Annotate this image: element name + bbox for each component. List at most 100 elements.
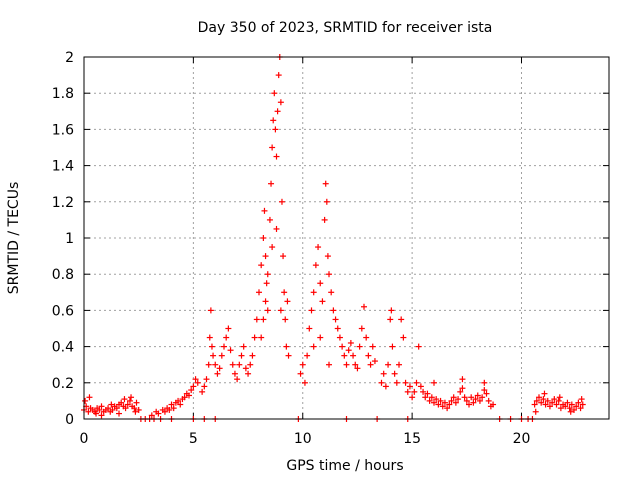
data-point bbox=[245, 370, 252, 377]
data-point bbox=[264, 307, 271, 314]
data-point bbox=[566, 405, 573, 412]
data-point bbox=[251, 334, 258, 341]
data-point bbox=[358, 325, 365, 332]
data-point bbox=[459, 376, 466, 383]
data-point bbox=[481, 387, 488, 394]
data-point bbox=[555, 397, 562, 404]
data-point bbox=[404, 388, 411, 395]
data-point bbox=[433, 396, 440, 403]
data-point bbox=[354, 365, 361, 372]
data-point bbox=[261, 207, 268, 214]
data-point bbox=[85, 408, 92, 415]
data-point bbox=[391, 370, 398, 377]
data-point bbox=[258, 262, 265, 269]
data-point bbox=[541, 390, 548, 397]
data-point bbox=[280, 253, 287, 260]
data-point bbox=[490, 401, 497, 408]
data-point bbox=[431, 399, 437, 406]
data-point bbox=[347, 339, 354, 346]
data-point bbox=[207, 307, 214, 314]
data-point bbox=[262, 253, 269, 260]
data-point bbox=[409, 394, 416, 401]
data-point bbox=[411, 388, 418, 395]
data-point bbox=[439, 403, 446, 410]
data-point bbox=[415, 343, 422, 350]
data-point bbox=[98, 412, 105, 419]
data-point bbox=[263, 280, 270, 287]
data-point bbox=[396, 361, 402, 368]
data-point bbox=[109, 406, 116, 413]
data-point bbox=[564, 399, 571, 406]
data-point bbox=[299, 361, 306, 368]
data-point bbox=[562, 403, 569, 410]
data-point bbox=[463, 397, 470, 404]
data-point bbox=[256, 289, 262, 296]
data-point bbox=[113, 405, 120, 412]
data-point bbox=[579, 401, 586, 408]
data-point bbox=[461, 394, 468, 401]
data-point bbox=[190, 383, 197, 390]
data-point bbox=[116, 410, 122, 417]
data-point bbox=[365, 352, 372, 359]
data-point bbox=[457, 388, 464, 395]
y-tick-label: 0.4 bbox=[52, 340, 74, 356]
data-points bbox=[81, 54, 586, 422]
data-point bbox=[264, 271, 271, 278]
data-point bbox=[322, 180, 329, 187]
data-point bbox=[546, 403, 553, 410]
data-point bbox=[481, 379, 488, 386]
data-point bbox=[277, 307, 284, 314]
data-point bbox=[297, 370, 304, 377]
data-point bbox=[450, 394, 457, 401]
data-point bbox=[238, 352, 245, 359]
data-point bbox=[269, 144, 276, 151]
data-point bbox=[216, 365, 223, 372]
data-point bbox=[131, 405, 138, 412]
data-point bbox=[132, 408, 139, 415]
data-point bbox=[336, 334, 343, 341]
data-point bbox=[133, 399, 140, 406]
data-point bbox=[273, 153, 280, 160]
data-point bbox=[192, 376, 199, 383]
data-point bbox=[557, 405, 564, 412]
data-point bbox=[575, 399, 582, 406]
data-point bbox=[186, 392, 192, 399]
data-point bbox=[532, 408, 539, 415]
data-point bbox=[306, 325, 313, 332]
data-point bbox=[556, 394, 563, 401]
data-point bbox=[420, 388, 427, 395]
data-point bbox=[324, 253, 331, 260]
data-point bbox=[304, 352, 311, 359]
data-point bbox=[542, 401, 549, 408]
data-point bbox=[323, 198, 330, 205]
data-point bbox=[166, 406, 173, 413]
data-point bbox=[466, 401, 472, 408]
y-tick-label: 1.6 bbox=[52, 122, 74, 138]
data-point bbox=[538, 399, 545, 406]
data-point bbox=[431, 379, 437, 386]
data-point bbox=[474, 392, 481, 399]
data-point bbox=[422, 394, 429, 401]
data-point bbox=[312, 262, 319, 269]
data-point bbox=[400, 334, 407, 341]
data-point bbox=[567, 408, 574, 415]
data-point bbox=[448, 397, 455, 404]
data-point bbox=[385, 361, 392, 368]
data-point bbox=[387, 316, 394, 323]
y-axis-label: SRMTID / TECUs bbox=[6, 182, 22, 295]
data-point bbox=[284, 298, 291, 305]
data-point bbox=[321, 216, 328, 223]
data-point bbox=[260, 235, 267, 241]
data-point bbox=[363, 334, 370, 341]
data-point bbox=[435, 401, 442, 408]
data-point bbox=[301, 379, 308, 386]
chart-title: Day 350 of 2023, SRMTID for receiver ist… bbox=[198, 20, 493, 36]
data-point bbox=[540, 396, 547, 403]
y-tick-label: 1.2 bbox=[52, 195, 74, 211]
data-point bbox=[452, 399, 459, 406]
data-point bbox=[277, 99, 284, 106]
data-point bbox=[573, 403, 580, 410]
y-tick-label: 1 bbox=[65, 231, 74, 247]
data-point bbox=[319, 298, 326, 305]
data-point bbox=[242, 365, 249, 372]
